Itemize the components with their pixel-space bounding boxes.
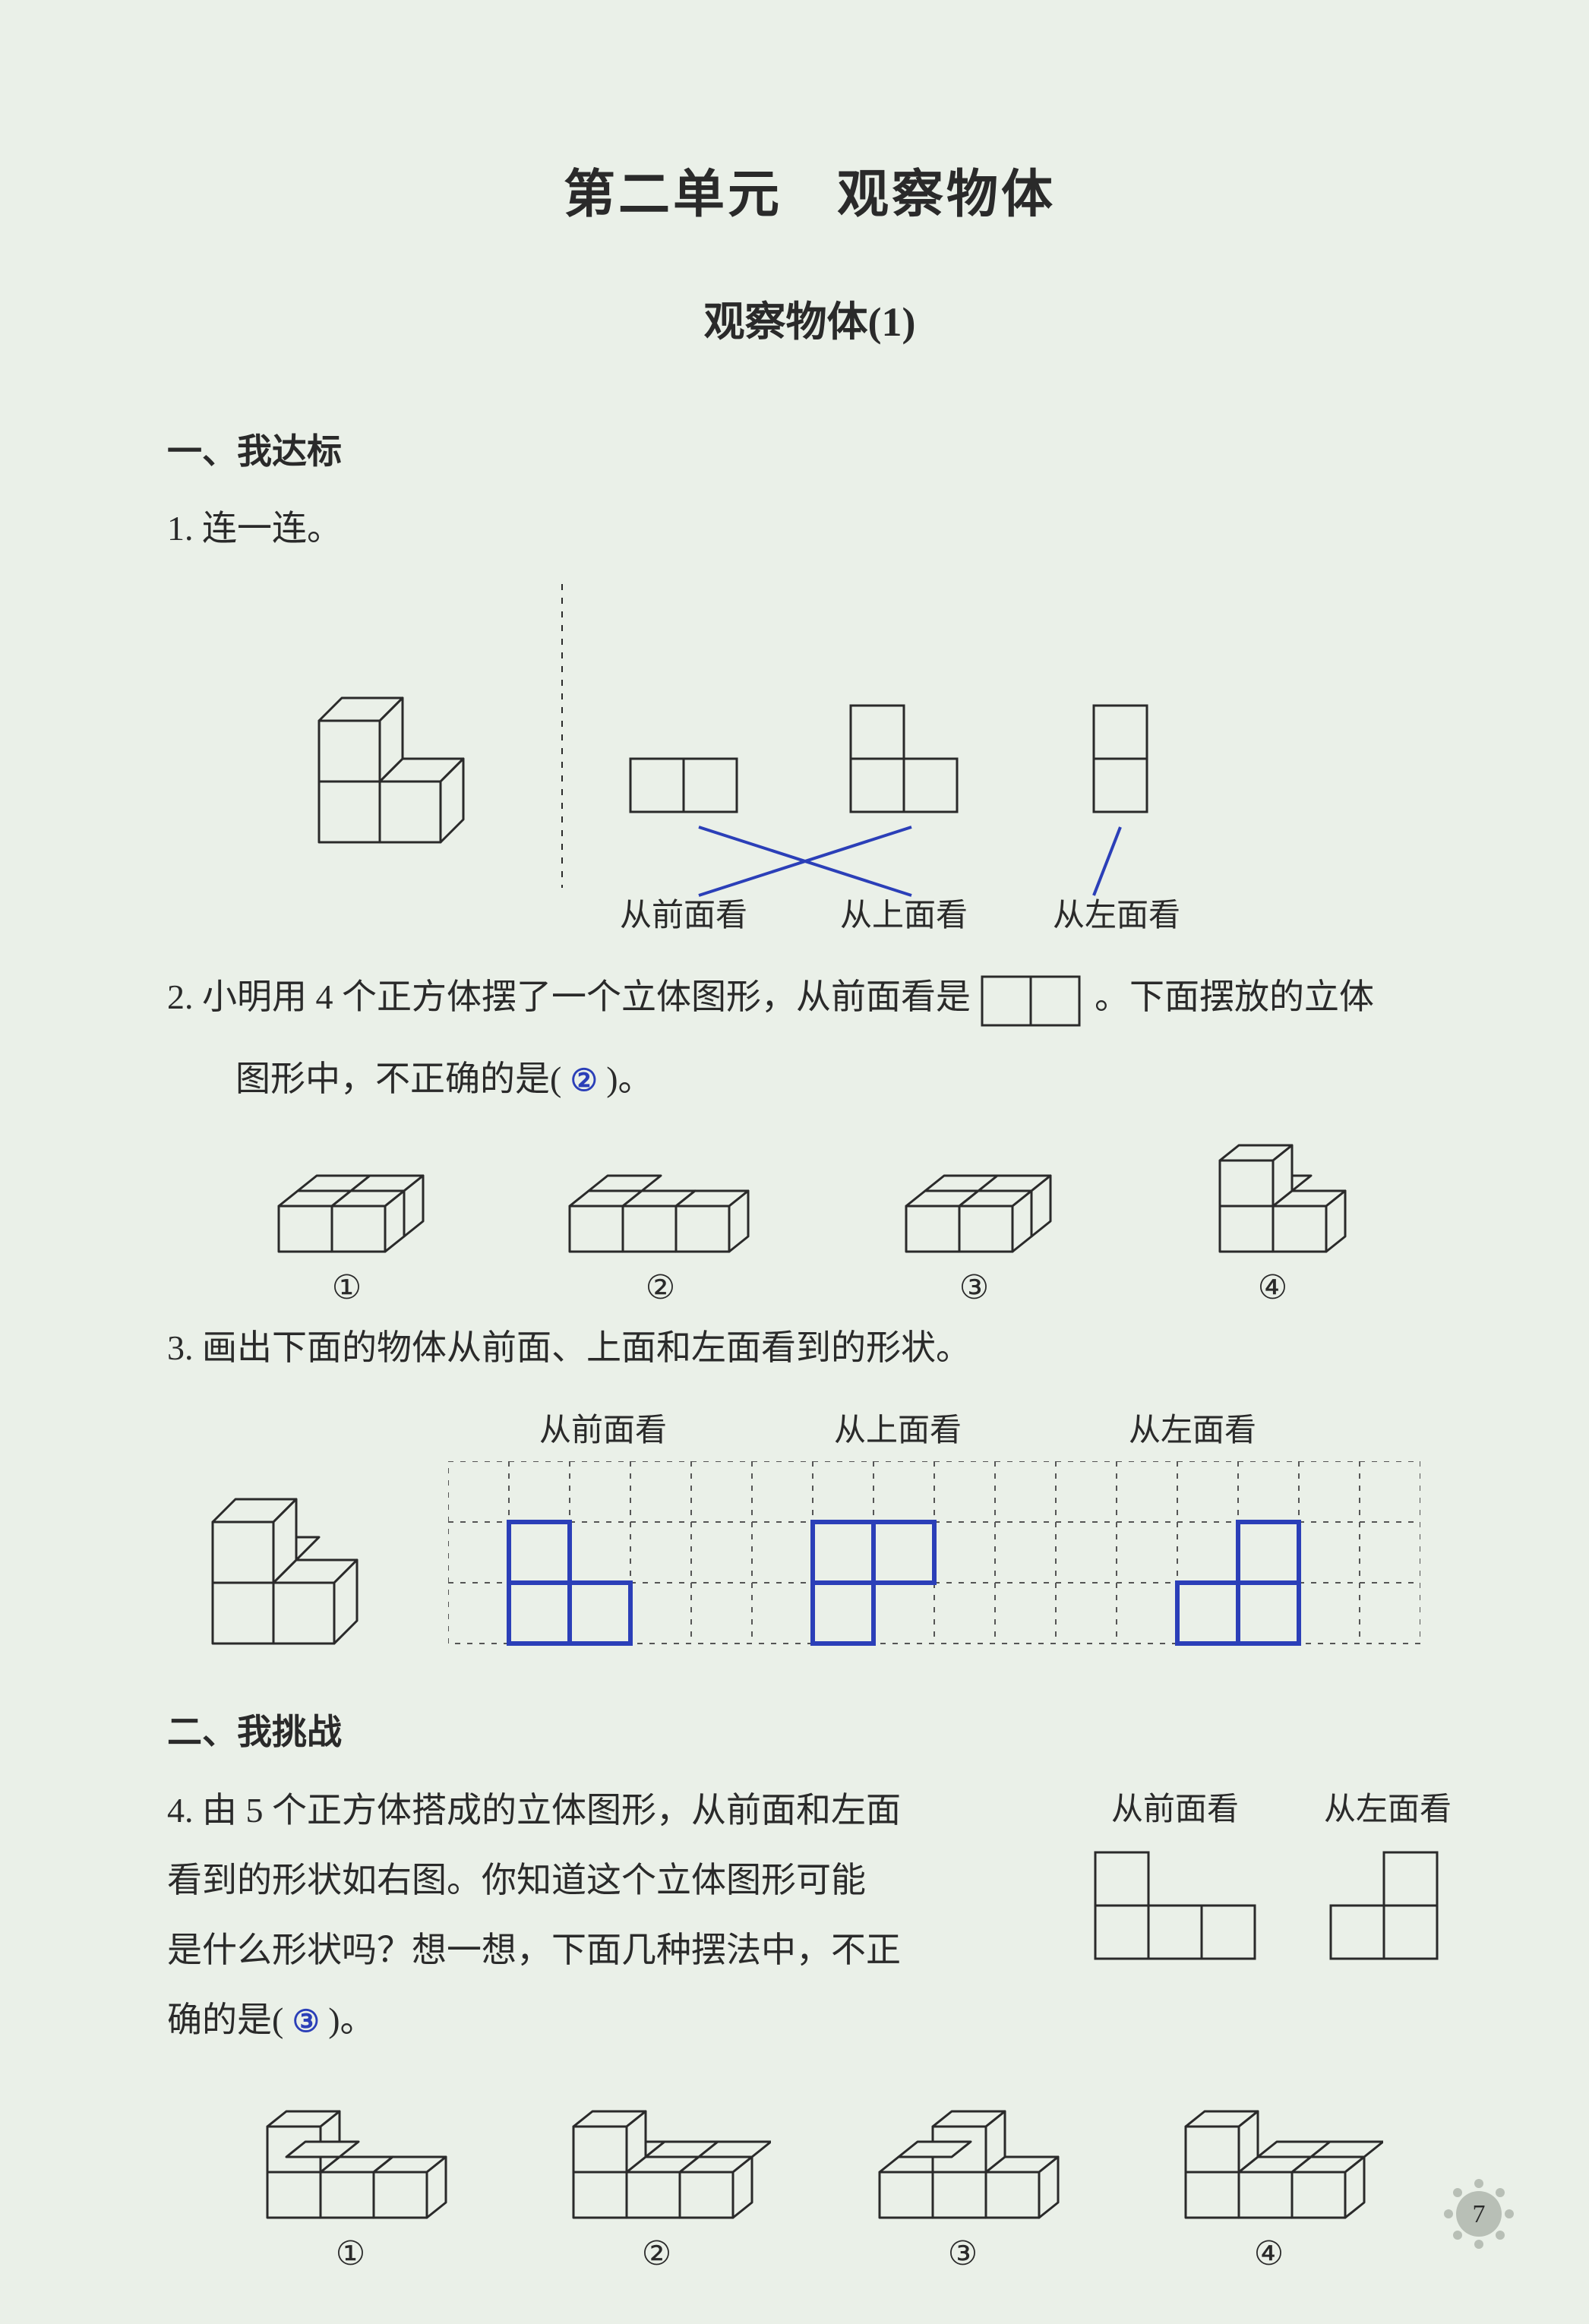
q4-opt3-label: ③	[948, 2234, 978, 2273]
q2-opt3-label: ③	[959, 1268, 989, 1307]
q2-text-a: 小明用 4 个正方体摆了一个立体图形，从前面看是	[202, 977, 971, 1016]
q4: 4. 由 5 个正方体搭成的立体图形，从前面和左面 看到的形状如右图。你知道这个…	[167, 1776, 1452, 2055]
q3-label-front: 从前面看	[539, 1404, 667, 1451]
unit-title: 第二单元 观察物体	[167, 152, 1452, 227]
q2-l2a: 图形中，不正确的是(	[235, 1059, 561, 1098]
q4-l3: 是什么形状吗？想一想，下面几种摆法中，不正	[167, 1931, 901, 1969]
q4-l2: 看到的形状如右图。你知道这个立体图形可能	[167, 1861, 866, 1899]
q4-opt-4: ④	[1155, 2073, 1383, 2273]
q1-text: 连一连。	[202, 509, 342, 548]
q3-label-top: 从上面看	[834, 1404, 962, 1451]
q2-line2: 图形中，不正确的是( ② )。	[167, 1046, 1452, 1112]
q4-front-label: 从前面看	[1111, 1783, 1239, 1830]
sub-title: 观察物体(1)	[167, 288, 1452, 348]
q4-l4a: 确的是(	[167, 2000, 283, 2039]
q4-num: 4.	[167, 1791, 194, 1830]
q4-front-view: 从前面看	[1088, 1783, 1262, 1966]
q2-line1: 2. 小明用 4 个正方体摆了一个立体图形，从前面看是 。下面摆放的立体	[167, 964, 1452, 1030]
q2-opt-1: ①	[248, 1130, 446, 1307]
q2-opt2-label: ②	[646, 1268, 675, 1307]
q4-views: 从前面看 从左面看	[1088, 1776, 1452, 1966]
q4-opt-3: ③	[849, 2073, 1077, 2273]
q4-answer: ③	[292, 1991, 320, 2052]
q3-text: 画出下面的物体从前面、上面和左面看到的形状。	[202, 1328, 971, 1367]
svg-text:从前面看: 从前面看	[620, 898, 747, 933]
q2-opt-4: ④	[1174, 1130, 1372, 1307]
q4-left-label: 从左面看	[1324, 1783, 1452, 1830]
q2-answer: ②	[570, 1052, 598, 1110]
page-number-badge: 7	[1437, 2172, 1521, 2256]
q2-opt1-label: ①	[332, 1268, 362, 1307]
q2-text-b: 。下面摆放的立体	[1095, 977, 1374, 1016]
q4-l4b: )。	[328, 2000, 374, 2039]
q4-l1: 由 5 个正方体搭成的立体图形，从前面和左面	[202, 1791, 901, 1830]
q3-num: 3.	[167, 1328, 194, 1367]
q2-opt4-label: ④	[1258, 1268, 1287, 1307]
q3-label-left: 从左面看	[1129, 1404, 1256, 1451]
q4-left-view: 从左面看	[1323, 1783, 1452, 1966]
q4-options: ① ② ③	[167, 2073, 1452, 2273]
q4-opt4-label: ④	[1254, 2234, 1284, 2273]
q1: 1. 连一连。	[167, 495, 1452, 561]
section-2-heading: 二、我挑战	[167, 1704, 1452, 1754]
q3-figure: 从前面看 从上面看 从左面看	[167, 1404, 1452, 1659]
q4-text: 4. 由 5 个正方体搭成的立体图形，从前面和左面 看到的形状如右图。你知道这个…	[167, 1776, 1057, 2055]
q4-opt1-label: ①	[336, 2234, 365, 2273]
q2-options: ① ② ③	[167, 1130, 1452, 1307]
q2-opt-2: ②	[547, 1130, 775, 1307]
page-number: 7	[1473, 2200, 1486, 2228]
q1-figure: 从前面看 从上面看 从左面看	[167, 584, 1452, 933]
q4-opt2-label: ②	[642, 2234, 671, 2273]
q4-opt-2: ②	[543, 2073, 771, 2273]
q3-grid-wrap: 从前面看 从上面看 从左面看	[448, 1404, 1420, 1659]
q2-l2b: )。	[606, 1059, 652, 1098]
q3: 3. 画出下面的物体从前面、上面和左面看到的形状。	[167, 1315, 1452, 1381]
q2-opt-3: ③	[876, 1130, 1073, 1307]
svg-text:从上面看: 从上面看	[840, 898, 968, 933]
q2-front-view-icon	[980, 974, 1086, 1028]
q1-num: 1.	[167, 509, 194, 548]
section-1-heading: 一、我达标	[167, 424, 1452, 474]
q2-num: 2.	[167, 977, 194, 1016]
worksheet-page: 第二单元 观察物体 观察物体(1) 一、我达标 1. 连一连。	[0, 0, 1589, 2324]
q4-opt-1: ①	[237, 2073, 465, 2273]
svg-text:从左面看: 从左面看	[1053, 898, 1180, 933]
